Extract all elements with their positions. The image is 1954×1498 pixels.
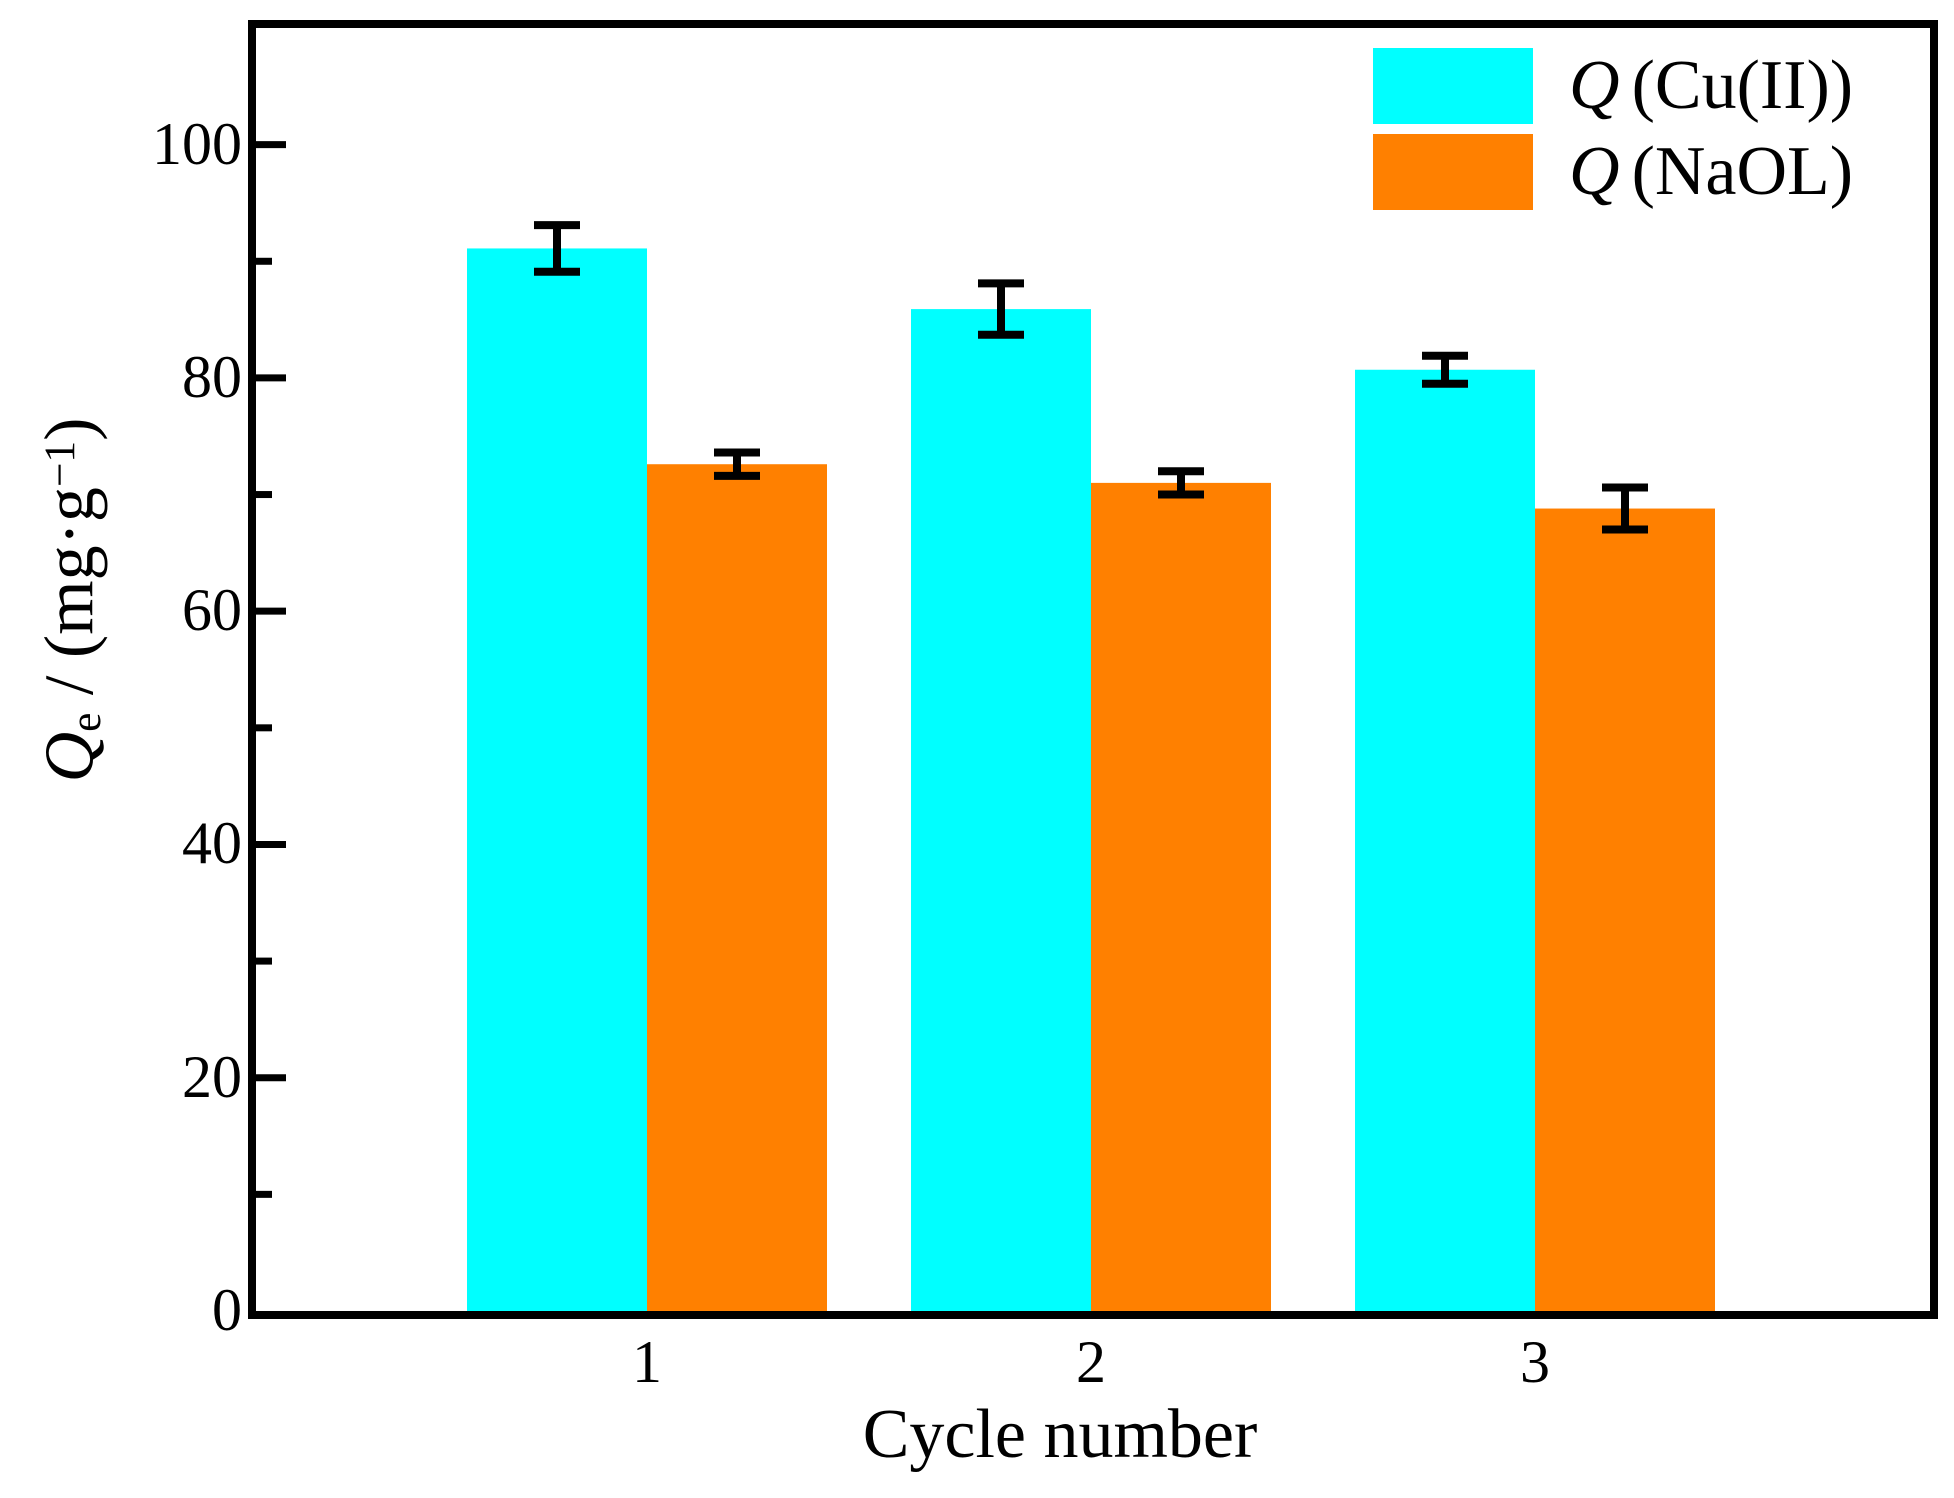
y-axis-title: Qe / (mg·g−1) bbox=[31, 418, 111, 783]
legend-text-cu: (Cu(II)) bbox=[1631, 47, 1854, 124]
y-axis-subscript: e bbox=[62, 712, 111, 732]
bar-series0-cycle1 bbox=[467, 248, 647, 1311]
legend: Q (Cu(II)) Q (NaOL) bbox=[1373, 48, 1853, 220]
y-tick-label-20: 20 bbox=[182, 1043, 242, 1110]
y-axis-exponent: −1 bbox=[36, 440, 85, 488]
y-tick-label-60: 60 bbox=[182, 576, 242, 643]
plot-canvas bbox=[256, 141, 1715, 1311]
legend-item-naol: Q (NaOL) bbox=[1373, 134, 1853, 210]
y-tick-label-40: 40 bbox=[182, 810, 242, 877]
y-tick-label-100: 100 bbox=[152, 110, 242, 177]
legend-symbol-cu: Q bbox=[1569, 47, 1620, 124]
y-axis-unit-text: / (mg·g bbox=[31, 487, 109, 713]
y-axis-unit-close: ) bbox=[31, 417, 109, 441]
x-tick-label-1: 1 bbox=[632, 1329, 662, 1395]
bar-series0-cycle2 bbox=[911, 309, 1091, 1311]
y-axis-quantity-symbol: Q bbox=[31, 731, 109, 783]
legend-text-naol: (NaOL) bbox=[1631, 133, 1854, 210]
bar-series1-cycle1 bbox=[647, 464, 827, 1311]
legend-label-cu: Q (Cu(II)) bbox=[1569, 51, 1853, 121]
y-tick-label-0: 0 bbox=[212, 1276, 242, 1343]
y-tick-label-80: 80 bbox=[182, 343, 242, 410]
bar-series1-cycle3 bbox=[1535, 508, 1715, 1311]
x-axis-title: Cycle number bbox=[862, 1396, 1258, 1473]
legend-swatch-cu bbox=[1373, 48, 1533, 124]
x-tick-label-3: 3 bbox=[1520, 1329, 1550, 1395]
bar-series0-cycle3 bbox=[1355, 369, 1535, 1311]
legend-swatch-naol bbox=[1373, 134, 1533, 210]
x-tick-label-2: 2 bbox=[1076, 1329, 1106, 1395]
bar-series1-cycle2 bbox=[1091, 482, 1271, 1311]
legend-item-cu: Q (Cu(II)) bbox=[1373, 48, 1853, 124]
legend-symbol-naol: Q bbox=[1569, 133, 1620, 210]
legend-label-naol: Q (NaOL) bbox=[1569, 137, 1853, 207]
